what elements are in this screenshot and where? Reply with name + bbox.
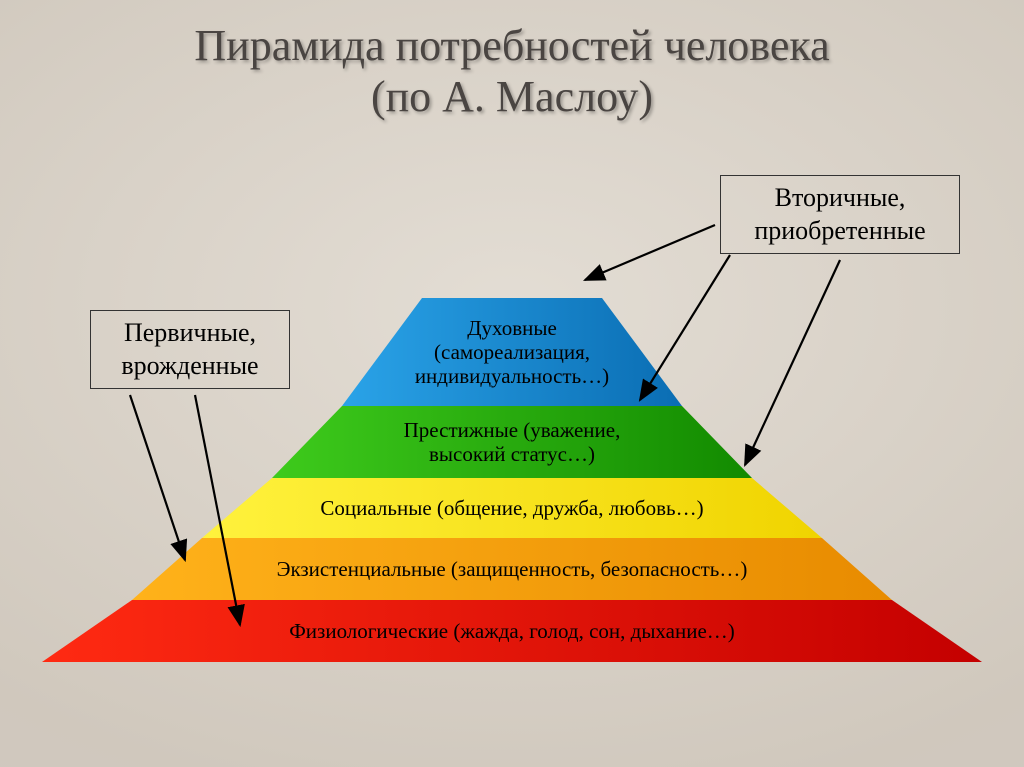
pyramid-layer-label: Физиологические (жажда, голод, сон, дыха… bbox=[289, 619, 735, 643]
pyramid-layer-1: Престижные (уважение, высокий статус…) bbox=[272, 406, 752, 478]
pyramid-layer-3: Экзистенциальные (защищенность, безопасн… bbox=[132, 538, 892, 600]
pyramid-layer-2: Социальные (общение, дружба, любовь…) bbox=[202, 478, 822, 538]
callout-secondary: Вторичные, приобретенные bbox=[720, 175, 960, 254]
arrow-0 bbox=[585, 225, 715, 280]
pyramid-layer-label: Социальные (общение, дружба, любовь…) bbox=[320, 496, 703, 520]
slide: Пирамида потребностей человека (по А. Ма… bbox=[0, 0, 1024, 767]
pyramid-layer-label: Экзистенциальные (защищенность, безопасн… bbox=[277, 557, 748, 581]
pyramid-layer-4: Физиологические (жажда, голод, сон, дыха… bbox=[42, 600, 982, 662]
pyramid: Духовные (самореализация, индивидуальнос… bbox=[42, 298, 982, 662]
pyramid-layer-label: Престижные (уважение, высокий статус…) bbox=[404, 418, 621, 466]
pyramid-layer-label: Духовные (самореализация, индивидуальнос… bbox=[415, 316, 609, 388]
pyramid-layer-0: Духовные (самореализация, индивидуальнос… bbox=[342, 298, 682, 406]
page-title: Пирамида потребностей человека (по А. Ма… bbox=[0, 20, 1024, 122]
